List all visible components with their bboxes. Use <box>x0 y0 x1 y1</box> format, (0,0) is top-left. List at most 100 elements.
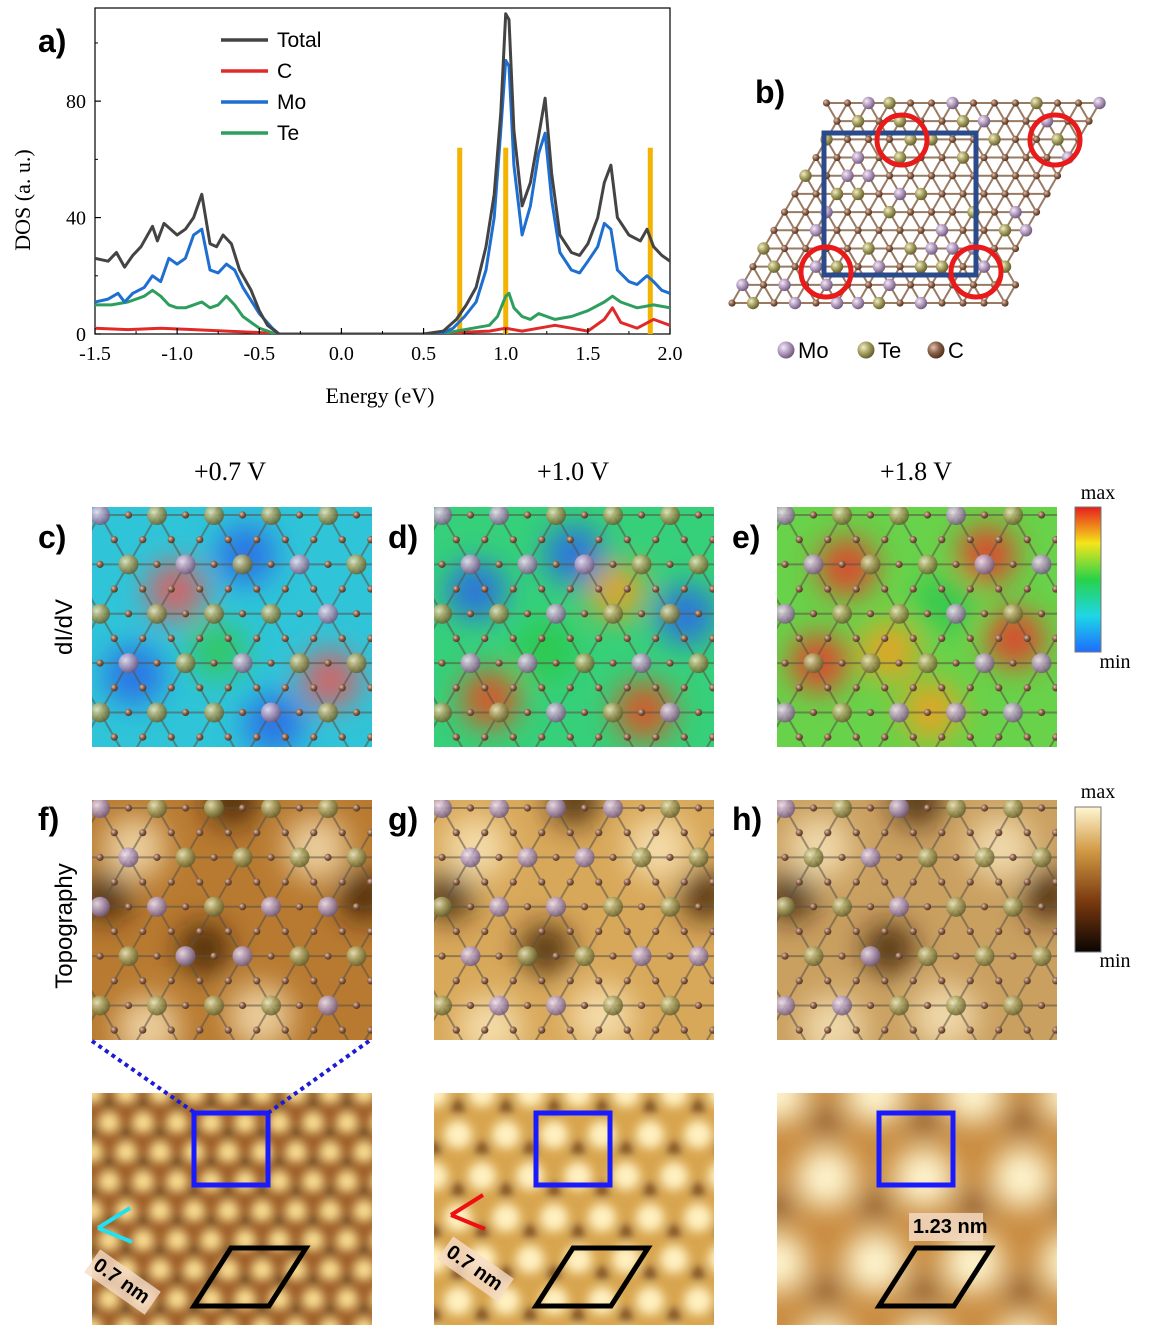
overlay-atom-mo <box>62 653 82 673</box>
overlay-atom-c <box>881 1076 888 1083</box>
overlay-atom-c <box>410 1002 417 1009</box>
overlay-atom-c <box>54 487 61 494</box>
overlay-atom-c <box>739 734 746 741</box>
stm-bright-spot <box>540 1120 568 1149</box>
overlay-atom-c <box>295 511 304 519</box>
overlay-atom-c <box>196 585 204 593</box>
overlay-atom-mo <box>176 1045 196 1065</box>
overlay-atom-c <box>396 635 403 642</box>
overlay-atom-c <box>424 928 431 935</box>
atom-c <box>1011 172 1020 180</box>
stm-bright-spot <box>353 1199 372 1222</box>
atom-te <box>1051 133 1064 146</box>
overlay-atom-c <box>1024 783 1031 790</box>
atom-mo <box>1019 224 1033 237</box>
stm-dark-spot <box>325 1127 335 1138</box>
overlay-atom-te <box>803 847 824 868</box>
overlay-atom-mo <box>404 752 424 772</box>
overlay-atom-c <box>110 927 118 936</box>
stm-bright-spot <box>468 1093 496 1107</box>
atom-te <box>935 260 949 273</box>
stm-dark-spot <box>434 1142 441 1155</box>
stm-dark-spot <box>121 1068 131 1078</box>
stm-dark-spot <box>404 1267 417 1280</box>
atom-c <box>1011 244 1020 253</box>
atom-c <box>791 190 799 198</box>
stm-bright-spot <box>319 1258 341 1281</box>
overlay-atom-c <box>424 585 431 592</box>
energy-marker-bar <box>457 147 463 334</box>
overlay-atom-c <box>424 734 431 741</box>
overlay-atom-c <box>709 829 714 837</box>
stm-bright-spot <box>370 1053 392 1075</box>
overlay-atom-c <box>566 634 574 643</box>
stm-dark-spot <box>861 1192 889 1220</box>
overlay-atom-mo <box>804 752 824 772</box>
overlay-atom-c <box>566 585 574 593</box>
overlay-atom-c <box>466 610 475 618</box>
lattice-arrows <box>96 1206 133 1244</box>
overlay-atom-mo <box>631 946 652 967</box>
overlay-atom-c <box>1052 634 1057 643</box>
overlay-atom-c <box>124 903 133 911</box>
overlay-atom-mo <box>1146 456 1152 476</box>
overlay-atom-c <box>767 878 774 885</box>
legend-atom-te <box>857 341 875 359</box>
atom-c <box>1032 135 1041 143</box>
overlay-atom-c <box>796 1076 803 1083</box>
overlay-atom-c <box>481 783 488 790</box>
overlay-atom-c <box>1009 1051 1016 1058</box>
overlay-atom-c <box>453 783 460 790</box>
overlay-atom-mo <box>574 554 595 575</box>
overlay-atom-c <box>196 783 203 790</box>
stm-dark-spot <box>342 1097 352 1108</box>
overlay-atom-c <box>139 977 147 985</box>
stm-dark-spot <box>571 1308 585 1321</box>
stm-dark-spot <box>291 1303 301 1314</box>
overlay-bond <box>728 663 757 712</box>
overlay-atom-c <box>168 783 175 790</box>
overlay-atom-c <box>381 854 388 861</box>
overlay-bond <box>1070 956 1099 1005</box>
overlay-atom-c <box>1066 758 1073 765</box>
atom-c <box>959 263 967 271</box>
atom-te <box>872 296 886 310</box>
overlay-atom-mo <box>489 896 509 917</box>
overlay-atom-c <box>1138 1027 1145 1034</box>
overlay-atom-c <box>752 903 759 910</box>
overlay-atom-c <box>424 878 431 885</box>
overlay-atom-c <box>738 783 745 790</box>
overlay-atom-te <box>1032 456 1052 476</box>
stm-dark-spot <box>155 1127 165 1138</box>
stm-bright-spot <box>636 1286 664 1315</box>
didv-map-1 <box>385 456 745 790</box>
stm-bright-spot <box>92 1140 103 1163</box>
overlay-atom-c <box>881 733 889 741</box>
overlay-atom-c <box>853 780 860 787</box>
overlay-atom-c <box>424 1027 431 1034</box>
stm-bright-spot <box>217 1140 239 1163</box>
panel-label-e: e) <box>732 519 760 555</box>
overlay-atom-c <box>196 1026 204 1034</box>
overlay-atom-c <box>852 634 860 643</box>
overlay-atom-c <box>139 780 146 787</box>
overlay-bond <box>1099 712 1128 761</box>
overlay-atom-te <box>689 456 709 476</box>
overlay-atom-c <box>453 780 460 787</box>
stm-bright-spot <box>166 1170 188 1193</box>
overlay-atom-te <box>261 995 281 1016</box>
overlay-atom-c <box>838 758 845 765</box>
overlay-atom-c <box>866 1001 875 1010</box>
overlay-atom-c <box>709 1026 714 1034</box>
overlay-atom-c <box>1066 854 1073 861</box>
overlay-atom-c <box>139 878 147 886</box>
overlay-bond <box>385 564 414 613</box>
overlay-atom-c <box>681 487 688 494</box>
stm-dark-spot <box>410 1098 420 1108</box>
stm-bright-spot <box>353 1140 372 1163</box>
overlay-atom-c <box>795 585 803 593</box>
overlay-atom-c <box>54 783 61 790</box>
overlay-atom-mo <box>946 603 966 624</box>
overlay-atom-te <box>747 1045 767 1065</box>
stm-dark-spot <box>308 1156 318 1167</box>
